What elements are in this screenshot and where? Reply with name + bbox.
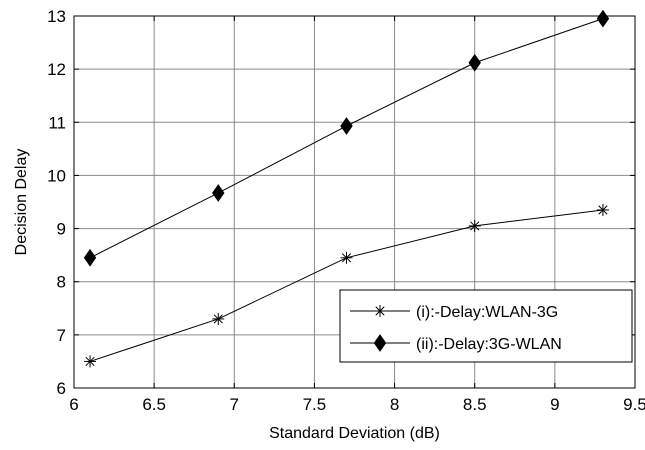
star-stroke [213,314,223,324]
legend-entry: (ii):-Delay:3G-WLAN [350,334,562,353]
y-tick-labels: 6 7 8 9 10 11 12 13 [47,7,66,398]
y-tick-label: 8 [57,273,66,292]
star-stroke [85,356,95,367]
star-marker [374,305,386,317]
legend-label: (i):-Delay:WLAN-3G [416,304,558,321]
diamond-marker [340,117,353,135]
diamond-marker [596,9,610,28]
diamond-marker [83,248,97,267]
star-marker [340,251,353,264]
x-tick-label: 7.5 [303,395,327,414]
legend-entry: (i):-Delay:WLAN-3G [350,304,558,321]
y-tick-label: 11 [48,113,66,132]
star-marker [596,203,609,216]
legend-box [339,289,633,363]
x-tick-label: 6.5 [142,395,166,414]
y-tick-label: 12 [47,60,66,79]
plot-frame [73,15,636,389]
star-marker [468,219,481,232]
x-tick-labels: 6 6.5 7 7.5 8 8.5 9 9.5 [69,395,645,414]
y-tick-label: 7 [57,326,66,345]
star-marker [212,312,225,325]
legend: (i):-Delay:WLAN-3G (ii):-Delay:3G-WLAN [339,289,633,363]
legend-label: (ii):-Delay:3G-WLAN [416,336,562,353]
star-stroke [470,221,480,231]
star-stroke [375,306,385,316]
star-stroke [341,253,352,263]
x-tick-label: 7 [230,395,239,414]
x-axis-label: Standard Deviation (dB) [269,425,440,442]
y-tick-label: 6 [57,379,66,398]
diamond-marker [373,334,387,352]
x-tick-label: 6 [69,395,78,414]
y-tick-label: 13 [47,7,66,26]
x-tick-label: 8.5 [463,395,487,414]
series-2 [83,9,610,267]
series-1 [84,203,609,368]
star-stroke [598,205,608,215]
y-tick-label: 10 [47,166,66,185]
x-tick-label: 8 [390,395,399,414]
x-tick-label: 9 [550,395,559,414]
y-tick-label: 9 [57,220,66,239]
diamond-marker [212,184,225,202]
diamond-marker [468,53,481,72]
star-marker [84,355,97,368]
y-axis-label: Decision Delay [13,149,30,256]
x-tick-label: 9.5 [623,395,645,414]
legend-entries: (i):-Delay:WLAN-3G (ii):-Delay:3G-WLAN [350,304,562,353]
series-layer [83,9,610,368]
